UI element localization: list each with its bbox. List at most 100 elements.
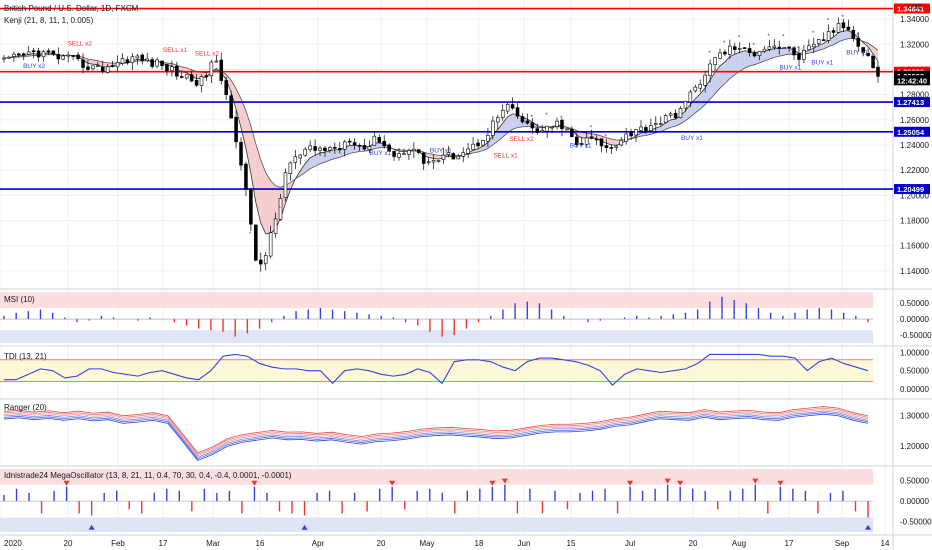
ranger-title[interactable]: Ranger (20)	[4, 403, 47, 412]
y-tick-label: 1.16000	[900, 242, 929, 251]
sell-arrow-icon	[752, 478, 759, 484]
candle	[150, 59, 154, 67]
candle	[342, 141, 347, 150]
candle	[629, 132, 633, 137]
candle	[668, 113, 673, 116]
cloud-segment	[507, 113, 513, 133]
x-tick-label: 20	[377, 539, 386, 548]
y-tick-label: 0.00000	[900, 497, 929, 506]
candle	[258, 259, 263, 265]
candle	[515, 107, 520, 117]
candle	[170, 66, 174, 71]
candle	[239, 141, 243, 166]
candle	[728, 45, 732, 55]
price-label-box	[894, 97, 930, 108]
candle	[278, 198, 283, 220]
candle	[328, 147, 332, 151]
candle	[140, 54, 145, 61]
cloud-segment	[710, 72, 716, 100]
candle	[510, 104, 515, 109]
megaoscillator-pane[interactable]: 0.50000 0.00000 -0.50000	[0, 469, 932, 532]
candle	[12, 53, 16, 57]
ranger-pane[interactable]: 1.30000 1.20000	[3, 406, 929, 462]
sell-arrow-icon	[627, 480, 634, 486]
candle	[26, 51, 31, 55]
candle	[816, 39, 821, 44]
candle	[663, 115, 668, 123]
candle	[644, 127, 648, 132]
candle	[693, 86, 698, 92]
msi-pane[interactable]: 0.50000 0.00000 -0.50000	[0, 292, 932, 343]
signal-label: BUY x2	[23, 63, 45, 70]
candle	[718, 52, 722, 59]
x-tick-label: 15	[567, 539, 576, 548]
ranger-band-line	[3, 406, 869, 454]
candle	[204, 75, 209, 77]
tdi-title[interactable]: TDI (13, 21)	[4, 352, 47, 361]
y-tick-label: 1.18000	[900, 217, 929, 226]
cloud-segment	[428, 153, 434, 159]
candle	[362, 145, 367, 150]
kenji-indicator-label[interactable]: Kenji (21, 8, 11, 1, 0.005)	[4, 16, 94, 25]
neutral-band	[0, 359, 873, 382]
cloud-segment	[305, 157, 311, 173]
ranger-band-line	[3, 409, 869, 457]
horizontal-levels[interactable]	[0, 7, 893, 190]
megaoscillator-title[interactable]: Idnistrade24 MegaOscillator (13, 8, 21, …	[4, 471, 292, 480]
ranger-band-line	[3, 410, 869, 458]
price-axis[interactable]	[893, 0, 932, 550]
cloud-segment	[685, 104, 691, 121]
candle	[189, 74, 194, 82]
price-labels: 1.348411.298281.2950312:42:401.274131.25…	[894, 3, 930, 195]
candle	[313, 146, 317, 151]
x-tick-label: 20	[689, 539, 698, 548]
candle	[165, 64, 169, 72]
candle	[105, 66, 110, 73]
candle	[535, 128, 540, 134]
tdi-pane[interactable]: 1.00000 0.50000 0.00000	[0, 349, 929, 394]
cloud-segment	[315, 152, 321, 167]
candle	[708, 63, 712, 76]
candle	[807, 45, 811, 50]
candle	[812, 43, 816, 48]
cloud-segment	[734, 52, 740, 75]
candle	[214, 60, 219, 63]
candle	[224, 80, 228, 95]
candle	[471, 143, 475, 150]
candle	[303, 148, 307, 156]
candle	[737, 47, 742, 50]
y-tick-label: 0.50000	[900, 477, 929, 486]
signal-label: BUY x1	[681, 135, 703, 142]
x-tick-label: Sep	[835, 539, 850, 548]
oversold-band	[0, 330, 873, 343]
signal-label: SELL x2	[195, 51, 220, 58]
cloud-segment	[769, 48, 775, 60]
y-tick-label: 1.26000	[900, 116, 929, 125]
cloud-segment	[482, 142, 488, 151]
candle	[387, 144, 391, 152]
cloud-segment	[236, 88, 242, 128]
candle	[441, 154, 446, 160]
y-tick-label: 1.32000	[900, 40, 929, 49]
y-tick-label: 1.14000	[900, 267, 929, 276]
cloud-segment	[764, 49, 770, 62]
candle	[160, 60, 164, 66]
price-label: 1.20499	[897, 185, 924, 194]
candle	[861, 47, 865, 53]
msi-title[interactable]: MSI (10)	[4, 295, 35, 304]
cloud-segment	[97, 60, 103, 67]
candle	[624, 133, 628, 142]
candle	[268, 232, 273, 257]
plot-area[interactable]	[0, 0, 893, 535]
cloud-segment	[784, 48, 790, 56]
candle	[402, 153, 406, 155]
candle	[184, 74, 189, 79]
candle	[352, 142, 357, 146]
candle	[609, 147, 614, 149]
oversold-band	[0, 517, 873, 532]
candle	[752, 51, 757, 57]
y-axis-ticks: 1.340001.320001.300001.280001.260001.240…	[900, 15, 929, 276]
candle	[762, 48, 767, 52]
